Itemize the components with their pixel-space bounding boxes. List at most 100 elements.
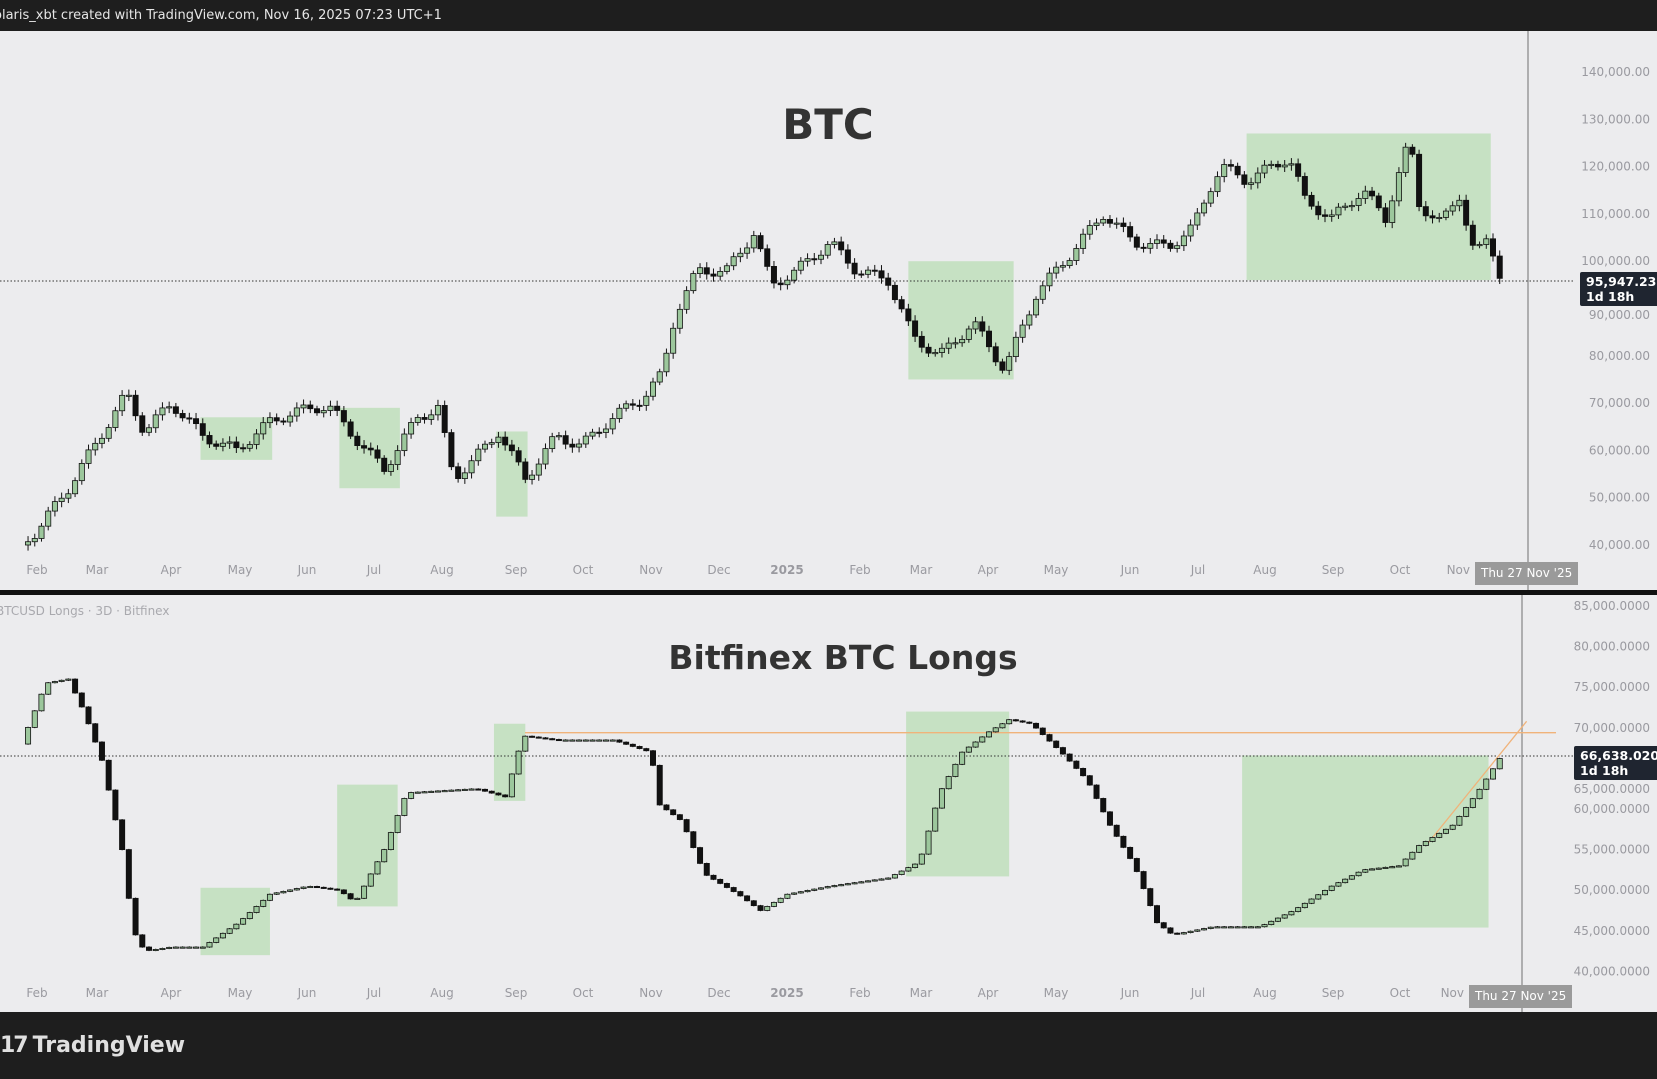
candle-body: [488, 442, 495, 445]
candle-body: [1315, 894, 1322, 900]
candle: [757, 232, 764, 252]
candle-body: [1221, 926, 1228, 929]
candle-body: [663, 352, 670, 373]
candle-body: [112, 410, 119, 428]
candle: [1207, 187, 1214, 208]
candle: [992, 727, 999, 733]
candle-body: [1194, 929, 1201, 932]
attribution-bar: olaris_xbt created with TradingView.com,…: [0, 0, 1657, 31]
candle: [347, 892, 354, 900]
candle: [818, 250, 825, 265]
candle: [1308, 191, 1315, 210]
price-axis-label: 45,000.0000: [1574, 924, 1650, 938]
candle-body: [945, 342, 952, 349]
candle-body: [206, 942, 213, 948]
pane-separator[interactable]: [0, 590, 1657, 595]
candle: [596, 739, 603, 742]
candle: [811, 253, 818, 265]
candle: [1328, 209, 1335, 222]
candle: [179, 409, 186, 422]
candle: [1174, 241, 1181, 253]
btc-countdown: 1d 18h: [1586, 289, 1635, 304]
candle-body: [670, 327, 677, 354]
candle: [193, 946, 200, 949]
candle: [334, 888, 341, 891]
candle: [51, 496, 58, 517]
candle-body: [582, 435, 589, 445]
candle: [219, 932, 226, 939]
candle-body: [1395, 865, 1402, 868]
candle: [912, 315, 919, 343]
candle-body: [408, 422, 415, 435]
btc-last-price: 95,947.23: [1586, 274, 1657, 289]
candle-body: [320, 886, 327, 889]
tradingview-logo[interactable]: 17 TradingView: [0, 1033, 185, 1058]
candle-body: [723, 265, 730, 272]
candle-body: [78, 463, 85, 482]
candle: [764, 244, 771, 271]
candle-body: [1416, 845, 1423, 853]
time-axis-label: Feb: [26, 986, 47, 1000]
candle-body: [172, 406, 179, 414]
candle-body: [1234, 926, 1241, 929]
candle: [38, 693, 45, 712]
candle: [78, 692, 85, 708]
time-axis-label: Mar: [910, 986, 933, 1000]
candle: [515, 750, 522, 775]
candle-body: [522, 461, 529, 480]
candle: [327, 887, 334, 890]
candle-body: [797, 891, 804, 894]
time-axis-label: Nov: [1441, 986, 1464, 1000]
candle: [609, 413, 616, 435]
candle-body: [421, 791, 428, 794]
candle-body: [132, 394, 139, 417]
candle-body: [1254, 172, 1261, 184]
candle: [1496, 250, 1503, 284]
candle-body: [421, 417, 428, 420]
candle-body: [300, 404, 307, 409]
price-axis-label: 60,000.0000: [1574, 802, 1650, 816]
candle-body: [1469, 798, 1476, 808]
candle: [844, 882, 851, 886]
candle-body: [98, 437, 105, 444]
candle: [1483, 778, 1490, 791]
candle-body: [193, 418, 200, 425]
candle: [78, 459, 85, 485]
candle-body: [260, 899, 267, 907]
candle-body: [932, 352, 939, 355]
candle-body: [703, 863, 710, 876]
candle: [1006, 718, 1013, 725]
candle: [972, 316, 979, 334]
candle-body: [253, 433, 260, 445]
candle: [891, 281, 898, 304]
candle: [1382, 866, 1389, 869]
candle-body: [320, 410, 327, 414]
candle: [1053, 261, 1060, 279]
candle: [770, 901, 777, 908]
candle: [932, 348, 939, 357]
candle: [676, 813, 683, 821]
time-axis-label: Feb: [26, 563, 47, 577]
candle-body: [1369, 868, 1376, 871]
candle-body: [85, 706, 92, 725]
time-axis-label: Dec: [707, 563, 730, 577]
candle: [481, 788, 488, 792]
candle-body: [636, 746, 643, 749]
candle: [233, 923, 240, 930]
candle-body: [1127, 226, 1134, 238]
candle: [878, 878, 885, 881]
candle: [1429, 836, 1436, 843]
candle-body: [273, 892, 280, 895]
candle-body: [1180, 932, 1187, 935]
candle: [1033, 722, 1040, 729]
candle-body: [1382, 866, 1389, 869]
candle-body: [1335, 882, 1342, 887]
candle-body: [260, 422, 267, 435]
candle-body: [562, 739, 569, 742]
candle-body: [1241, 926, 1248, 929]
longs-series-label[interactable]: BTCUSD Longs · 3D · Bitfinex: [0, 604, 170, 618]
time-axis-label: Feb: [849, 986, 870, 1000]
candle-body: [1409, 146, 1416, 155]
candle-body: [159, 947, 166, 950]
